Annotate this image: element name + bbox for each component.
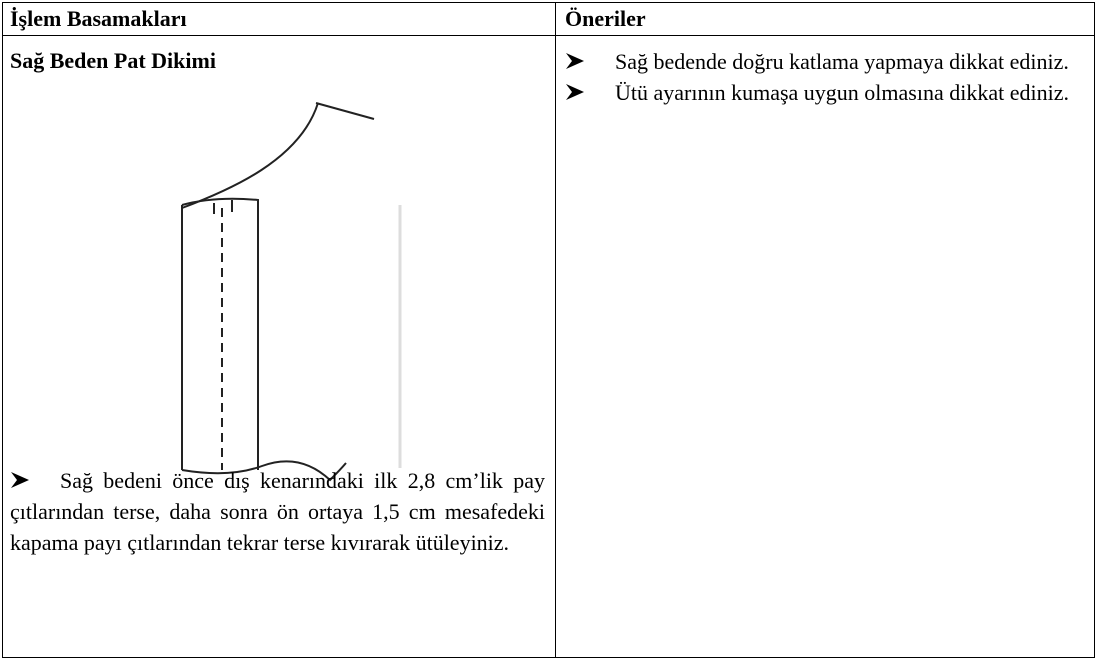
step-title: Sağ Beden Pat Dikimi: [10, 48, 216, 73]
step-list: Sağ bedeni önce dış kenarındaki ilk 2,8 …: [10, 465, 545, 558]
suggestion-item: Sağ bedende doğru katlama yapmaya dikkat…: [565, 46, 1087, 77]
header-divider: [2, 35, 1095, 36]
step-text: Sağ bedeni önce dış kenarındaki ilk 2,8 …: [10, 468, 545, 555]
bullet: [11, 472, 29, 488]
bullet: [566, 53, 584, 69]
suggestion-item: Ütü ayarının kumaşa uygun olmasına dikka…: [565, 77, 1087, 108]
suggestion-list: Sağ bedende doğru katlama yapmaya dikkat…: [565, 46, 1087, 108]
step-item: Sağ bedeni önce dış kenarındaki ilk 2,8 …: [10, 465, 545, 558]
header-cell: İşlem Basamakları: [10, 6, 187, 31]
suggestion-text: Ütü ayarının kumaşa uygun olmasına dikka…: [615, 80, 1069, 105]
header-cell: Öneriler: [565, 6, 646, 31]
bullet: [566, 84, 584, 100]
column-divider: [555, 2, 556, 658]
suggestion-text: Sağ bedende doğru katlama yapmaya dikkat…: [615, 49, 1069, 74]
